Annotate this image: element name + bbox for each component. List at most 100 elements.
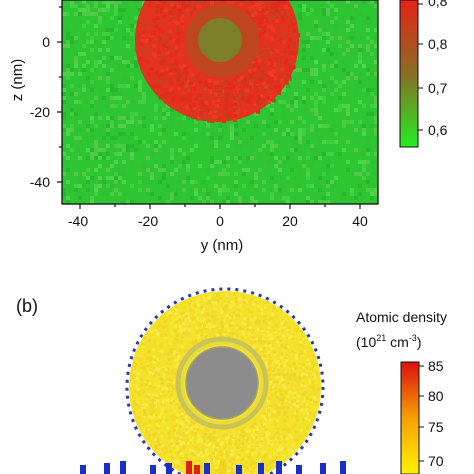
noise-pixel [174,59,179,64]
noise-pixel [175,69,180,74]
noise-pixel [244,73,249,78]
noise-pixel [264,344,268,348]
noise-pixel [222,200,226,204]
noise-pixel [261,72,266,77]
noise-pixel [282,373,286,377]
noise-pixel [346,108,350,112]
noise-pixel [144,381,148,385]
noise-pixel [268,360,272,364]
units-suffix: ) [417,334,422,350]
noise-pixel [281,57,286,62]
noise-pixel [362,104,366,108]
noise-pixel [209,302,213,306]
noise-pixel [254,200,258,204]
noise-pixel [266,104,270,108]
noise-pixel [110,84,114,88]
noise-pixel [78,120,82,124]
noise-pixel [186,132,190,136]
noise-pixel [94,60,98,64]
noise-pixel [210,164,214,168]
noise-pixel [275,376,279,380]
noise-pixel [201,84,206,89]
noise-pixel [269,418,273,422]
noise-pixel [114,136,118,140]
noise-pixel [322,120,326,124]
noise-pixel [191,0,196,2]
noise-pixel [274,422,278,426]
noise-pixel [90,156,94,160]
noise-pixel [86,180,90,184]
noise-pixel [182,431,186,435]
noise-pixel [174,423,178,427]
noise-pixel [231,465,235,469]
noise-pixel [242,172,246,176]
noise-pixel [70,148,74,152]
noise-pixel [240,434,244,438]
noise-pixel [260,66,265,71]
noise-pixel [161,34,166,39]
noise-pixel [181,1,186,6]
noise-pixel [310,160,314,164]
noise-pixel [290,337,294,341]
noise-pixel [158,362,162,366]
noise-pixel [358,56,362,60]
noise-pixel [211,107,216,112]
noise-pixel [262,424,266,428]
noise-pixel [282,196,286,200]
colorbar-b-ticks [419,365,424,462]
noise-pixel [142,116,146,120]
noise-pixel [203,433,207,437]
noise-pixel [256,109,261,114]
noise-pixel [66,144,70,148]
noise-pixel [254,450,258,454]
bottom-pixel [204,463,210,474]
noise-pixel [189,10,194,15]
bottom-pixel [186,461,192,474]
noise-pixel [86,60,90,64]
noise-pixel [168,450,172,454]
noise-pixel [145,379,149,383]
noise-pixel [218,184,222,188]
noise-pixel [256,437,260,441]
noise-pixel [193,434,197,438]
noise-pixel [126,64,130,68]
noise-pixel [276,412,280,416]
noise-pixel [180,340,184,344]
noise-pixel [322,152,326,156]
noise-pixel [350,32,354,36]
noise-pixel [238,445,242,449]
noise-pixel [110,56,114,60]
noise-pixel [292,362,296,366]
noise-pixel [175,333,179,337]
noise-pixel [164,367,168,371]
y-tick-label: -40 [30,174,50,190]
noise-pixel [212,322,216,326]
noise-pixel [228,0,233,4]
noise-pixel [194,176,198,180]
bottom-pixel [220,461,226,474]
noise-pixel [265,73,270,78]
noise-pixel [169,341,173,345]
noise-pixel [342,124,346,128]
noise-pixel [82,84,86,88]
noise-pixel [210,437,214,441]
noise-pixel [277,362,281,366]
noise-pixel [162,112,166,116]
noise-pixel [173,461,177,465]
noise-pixel [354,148,358,152]
noise-pixel [150,128,154,132]
noise-pixel [200,456,204,460]
noise-pixel [245,307,249,311]
noise-pixel [201,454,205,458]
noise-pixel [280,364,284,368]
noise-pixel [74,12,78,16]
noise-pixel [269,62,274,67]
noise-pixel [122,180,126,184]
noise-pixel [86,20,90,24]
noise-pixel [230,188,234,192]
noise-pixel [266,160,270,164]
noise-pixel [176,38,181,43]
noise-pixel [295,372,299,376]
noise-pixel [226,0,231,3]
noise-pixel [216,80,221,85]
